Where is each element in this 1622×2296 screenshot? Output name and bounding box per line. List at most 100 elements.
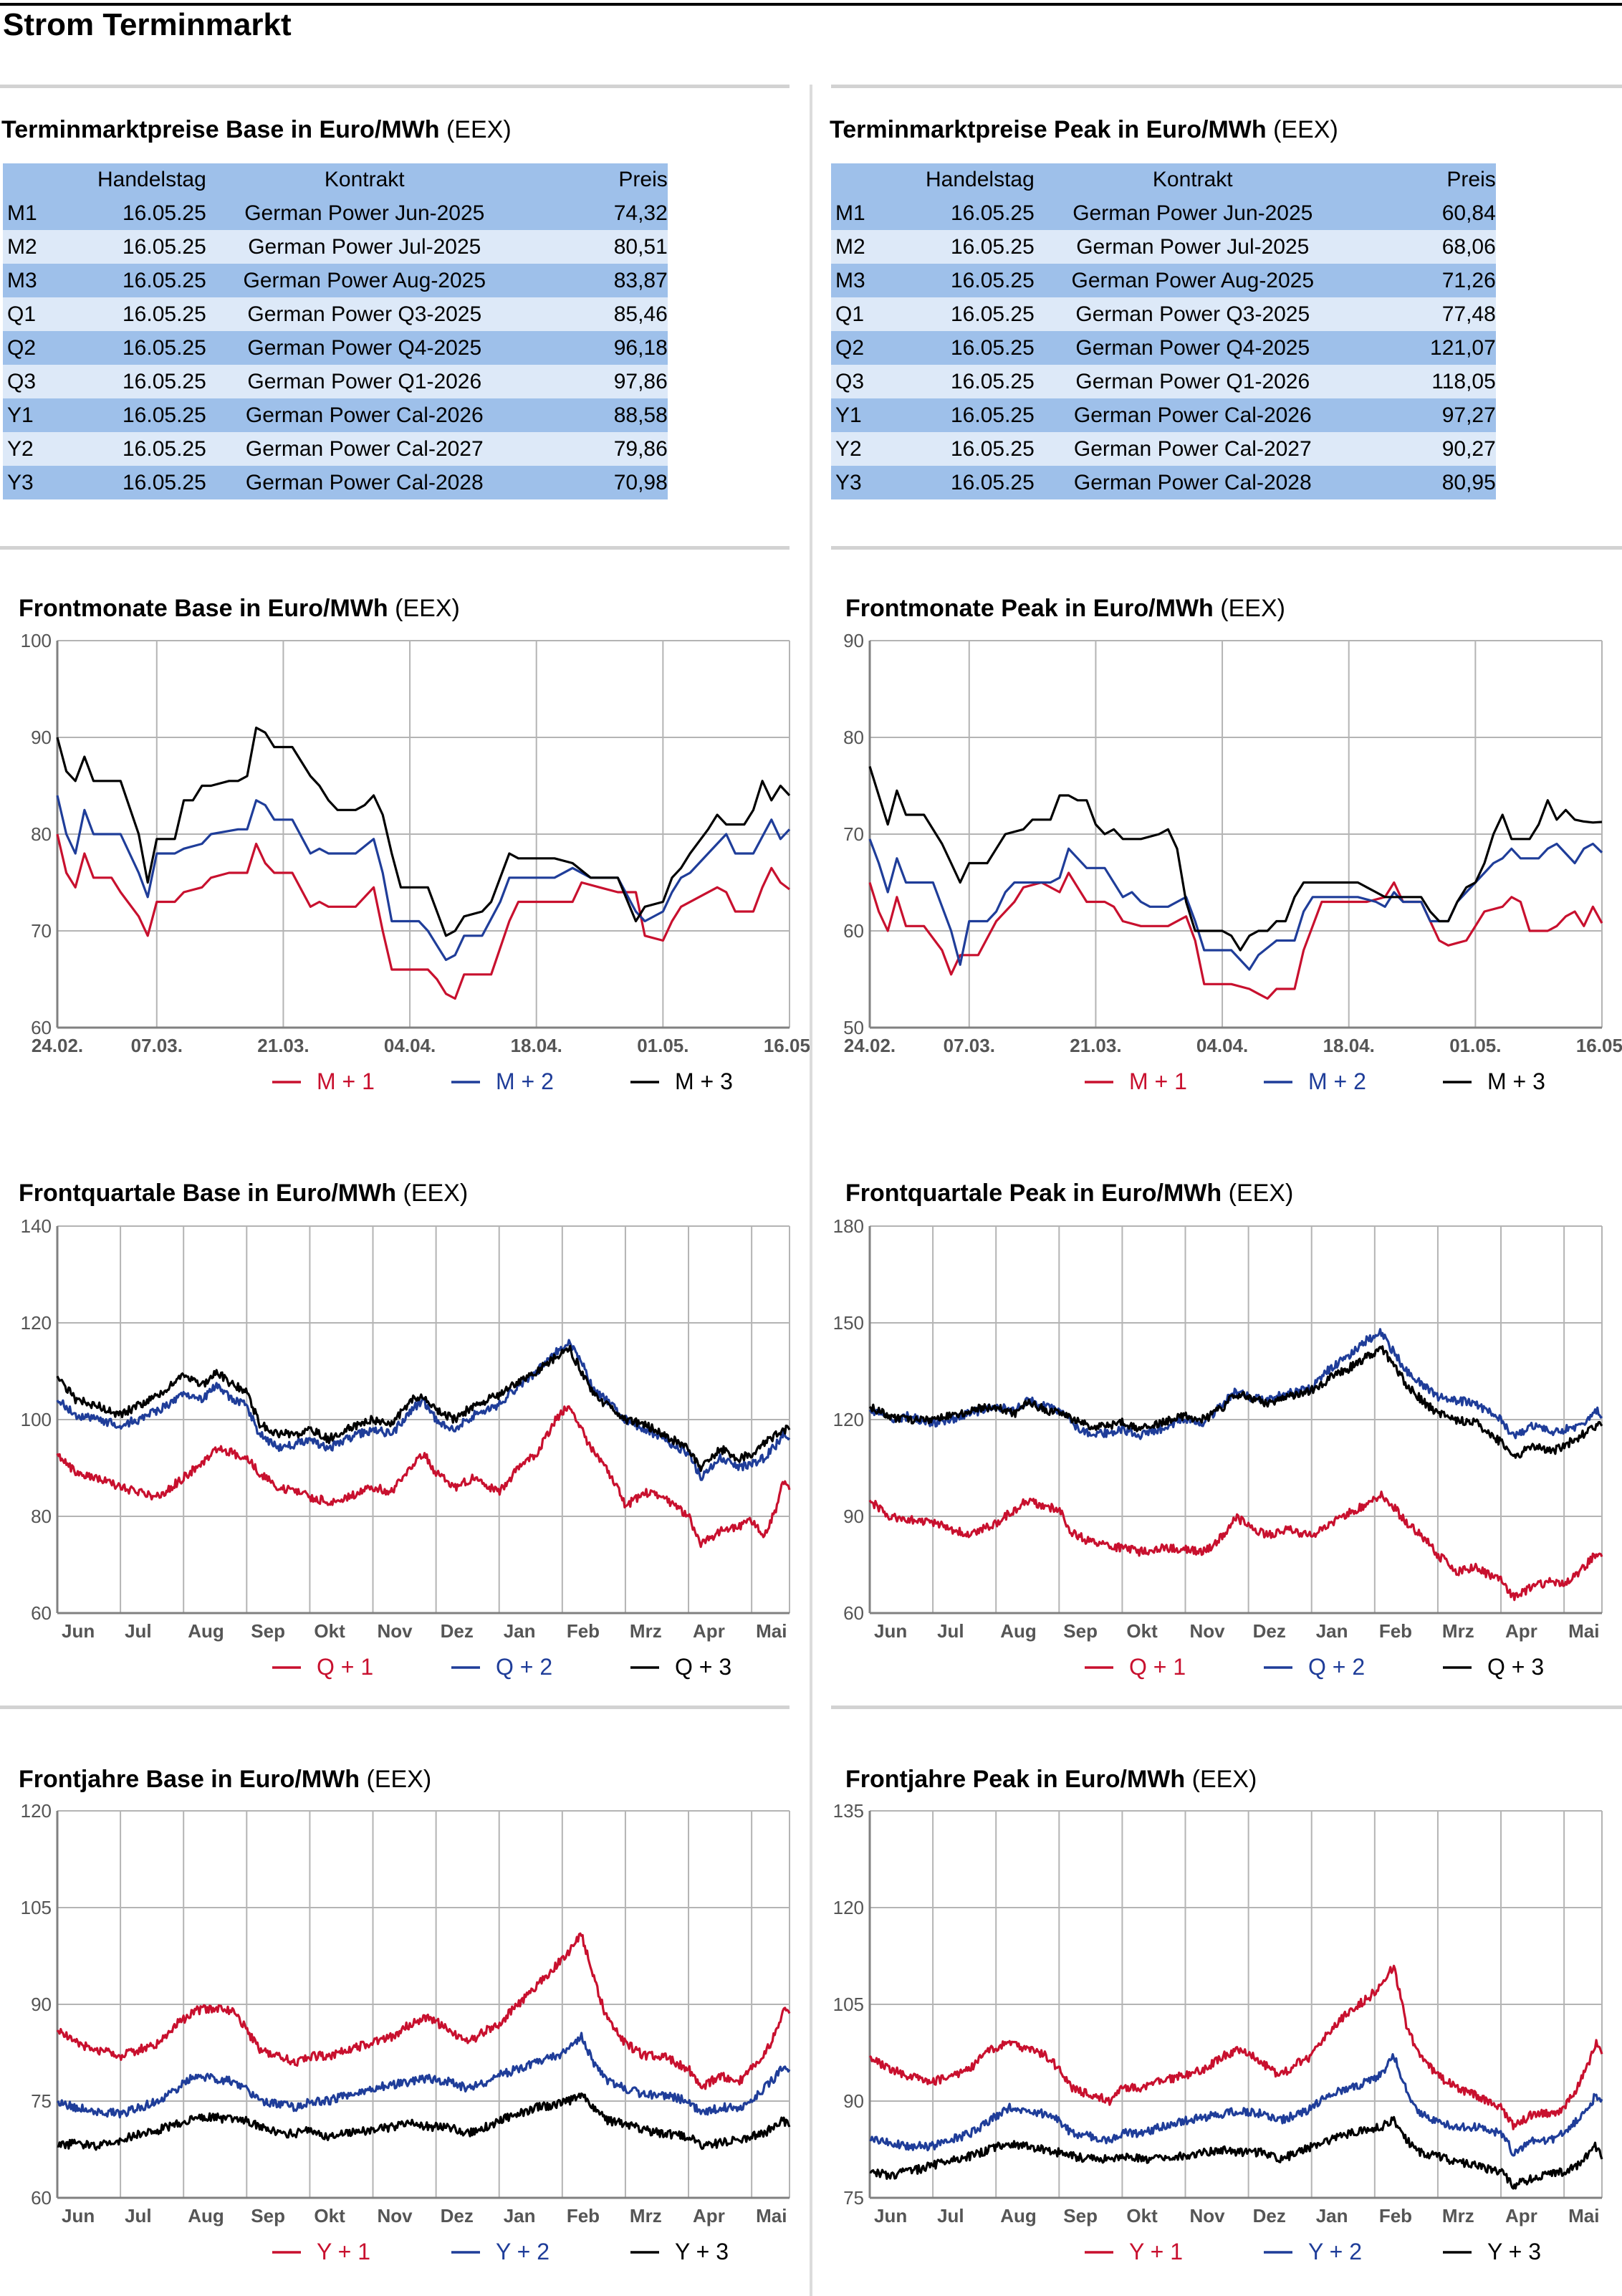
- table-row: Q3 16.05.25 German Power Q1-2026 97,86: [3, 365, 668, 398]
- price-cell: 70,98: [522, 466, 668, 499]
- y-tick-label: 105: [21, 1897, 52, 1918]
- x-tick-label: Mai: [1568, 2205, 1599, 2226]
- y-tick-label: 90: [843, 1506, 864, 1527]
- x-tick-label: 04.04.: [384, 1035, 436, 1056]
- base-price-table: Handelstag Kontrakt Preis M1 16.05.25 Germ…: [3, 163, 668, 499]
- y-tick-label: 75: [31, 2090, 52, 2112]
- table-row: Q3 16.05.25 German Power Q1-2026 118,05: [831, 365, 1496, 398]
- series-line-3: [868, 766, 1603, 952]
- trade-date-cell: 16.05.25: [926, 398, 1035, 432]
- contract-cell: German Power Cal-2028: [206, 466, 523, 499]
- legend-label: Y + 1: [317, 2239, 370, 2264]
- x-tick-label: Mrz: [1442, 1620, 1474, 1642]
- y-tick-label: 80: [31, 1506, 52, 1527]
- column-divider: [810, 85, 812, 2296]
- table-header: Handelstag: [926, 163, 1035, 196]
- price-cell: 71,26: [1350, 264, 1496, 297]
- y-tick-label: 90: [31, 727, 52, 748]
- peak-price-table: Handelstag Kontrakt Preis M1 16.05.25 Germ…: [831, 163, 1496, 499]
- x-tick-label: Apr: [1505, 2205, 1537, 2226]
- table-header: Handelstag: [97, 163, 206, 196]
- divider: [831, 1706, 1622, 1709]
- legend-label: Q + 3: [675, 1654, 731, 1680]
- trade-date-cell: 16.05.25: [97, 331, 206, 365]
- table-row: Y2 16.05.25 German Power Cal-2027 79,86: [3, 432, 668, 466]
- series-line-2: [868, 838, 1603, 971]
- chart-title: Frontjahre Peak in Euro/MWh (EEX): [845, 1766, 1257, 1793]
- x-tick-label: 04.04.: [1196, 1035, 1248, 1056]
- y-tick-label: 60: [843, 920, 864, 942]
- chart-frontmonate-peak: 50 60 70 80 90 24.02. 07.03. 21.03. 04.04. 18.04.…: [843, 631, 1622, 1094]
- price-cell: 90,27: [1350, 432, 1496, 466]
- y-tick-label: 90: [31, 1994, 52, 2015]
- contract-cell: German Power Q3-2025: [206, 297, 523, 331]
- contract-cell: German Power Aug-2025: [1034, 264, 1351, 297]
- table-row: M1 16.05.25 German Power Jun-2025 60,84: [831, 196, 1496, 230]
- chart-title: Frontmonate Base in Euro/MWh (EEX): [19, 595, 460, 622]
- contract-cell: German Power Cal-2027: [206, 432, 523, 466]
- x-tick-label: 07.03.: [944, 1035, 995, 1056]
- x-tick-label: 21.03.: [257, 1035, 309, 1056]
- price-cell: 118,05: [1350, 365, 1496, 398]
- row-label-cell: M1: [831, 196, 926, 230]
- legend-label: Y + 2: [1308, 2239, 1362, 2264]
- x-tick-label: Jul: [937, 2205, 964, 2226]
- contract-cell: German Power Jul-2025: [1034, 230, 1351, 264]
- table-row: M2 16.05.25 German Power Jul-2025 80,51: [3, 230, 668, 264]
- trade-date-cell: 16.05.25: [97, 398, 206, 432]
- x-tick-label: 01.05.: [1449, 1035, 1501, 1056]
- chart-frontmonate-base: 60 70 80 90 100 24.02. 07.03. 21.03. 04.04. 18.04…: [21, 631, 810, 1094]
- table-row: Y1 16.05.25 German Power Cal-2026 88,58: [3, 398, 668, 432]
- y-tick-label: 60: [31, 1017, 52, 1038]
- legend-label: M + 3: [1487, 1068, 1545, 1094]
- table-row: Y3 16.05.25 German Power Cal-2028 80,95: [831, 466, 1496, 499]
- x-tick-label: Sep: [251, 1620, 285, 1642]
- price-cell: 74,32: [522, 196, 668, 230]
- contract-cell: German Power Q4-2025: [206, 331, 523, 365]
- x-tick-label: Mai: [756, 2205, 787, 2226]
- row-label-cell: Y1: [831, 398, 926, 432]
- trade-date-cell: 16.05.25: [926, 432, 1035, 466]
- x-tick-label: Okt: [1126, 1620, 1158, 1642]
- series-line-3: [56, 726, 791, 937]
- row-label-cell: M2: [831, 230, 926, 264]
- x-tick-label: Apr: [693, 2205, 725, 2226]
- chart-title: Frontjahre Base in Euro/MWh (EEX): [19, 1766, 432, 1793]
- series-line-2: [56, 795, 791, 962]
- y-tick-label: 135: [833, 1801, 864, 1822]
- table-title-peak: Terminmarktpreise Peak in Euro/MWh (EEX): [830, 116, 1338, 143]
- legend-label: Y + 1: [1129, 2239, 1183, 2264]
- price-cell: 77,48: [1350, 297, 1496, 331]
- table-row: M1 16.05.25 German Power Jun-2025 74,32: [3, 196, 668, 230]
- trade-date-cell: 16.05.25: [97, 432, 206, 466]
- row-label-cell: M2: [3, 230, 97, 264]
- legend-label: Q + 1: [317, 1654, 373, 1680]
- trade-date-cell: 16.05.25: [97, 230, 206, 264]
- x-tick-label: 16.05.: [764, 1035, 810, 1056]
- row-label-cell: Q1: [831, 297, 926, 331]
- legend-label: Y + 2: [496, 2239, 550, 2264]
- x-tick-label: Mrz: [1442, 2205, 1474, 2226]
- table-row: Q1 16.05.25 German Power Q3-2025 77,48: [831, 297, 1496, 331]
- y-tick-label: 120: [833, 1409, 864, 1430]
- x-tick-label: Sep: [1063, 1620, 1098, 1642]
- y-tick-label: 100: [21, 631, 52, 651]
- chart-title: Frontquartale Peak in Euro/MWh (EEX): [845, 1180, 1294, 1207]
- series-line-2: [56, 2032, 791, 2119]
- price-cell: 121,07: [1350, 331, 1496, 365]
- top-rule: [0, 3, 1622, 6]
- legend-label: Q + 2: [496, 1654, 552, 1680]
- x-tick-label: 21.03.: [1070, 1035, 1121, 1056]
- x-tick-label: Nov: [1190, 1620, 1226, 1642]
- price-cell: 79,86: [522, 432, 668, 466]
- table-header: [831, 163, 926, 196]
- x-tick-label: 24.02.: [32, 1035, 83, 1056]
- contract-cell: German Power Cal-2026: [1034, 398, 1351, 432]
- x-tick-label: Aug: [188, 2205, 224, 2226]
- divider: [831, 85, 1622, 88]
- x-tick-label: Aug: [188, 1620, 224, 1642]
- price-cell: 83,87: [522, 264, 668, 297]
- x-tick-label: Jan: [504, 2205, 536, 2226]
- table-row: Y1 16.05.25 German Power Cal-2026 97,27: [831, 398, 1496, 432]
- contract-cell: German Power Jun-2025: [206, 196, 523, 230]
